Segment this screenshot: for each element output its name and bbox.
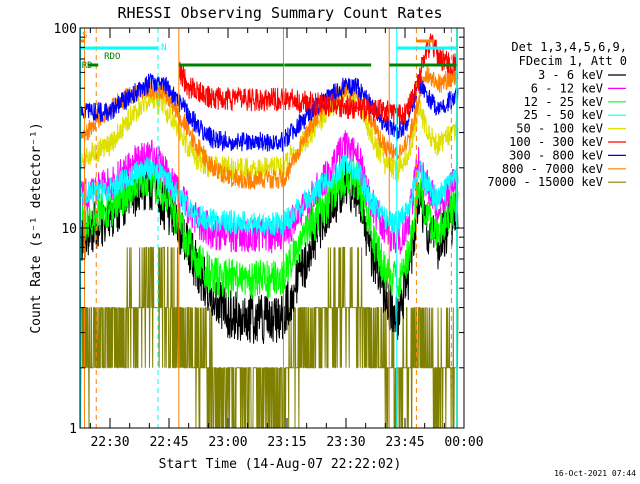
flag-label-rdo: RDO (104, 52, 120, 62)
chart-title: RHESSI Observing Summary Count Rates (117, 4, 442, 22)
x-tick-label-4: 23:30 (326, 435, 365, 450)
legend-label-e7: 300 - 800 keV (509, 148, 603, 162)
flag-label-s: S (82, 31, 87, 41)
x-tick-label-3: 23:15 (267, 435, 306, 450)
legend-header-line-2: FDecim 1, Att 0 (519, 54, 627, 68)
footer-timestamp: 16-Oct-2021 07:44 (554, 469, 636, 478)
legend-label-e2: 6 - 12 keV (531, 81, 603, 95)
x-tick-label-5: 23:45 (385, 435, 424, 450)
x-tick-label-1: 22:45 (149, 435, 188, 450)
flag-label-n: N (161, 43, 166, 53)
series-e7 (80, 73, 459, 152)
series-e5 (80, 81, 459, 183)
x-axis-label: Start Time (14-Aug-07 22:22:02) (159, 457, 402, 472)
legend-label-e4: 25 - 50 keV (524, 108, 603, 122)
legend-label-e1: 3 - 6 keV (538, 68, 603, 82)
y-tick-label-1: 10 (61, 222, 77, 237)
legend-header-line-1: Det 1,3,4,5,6,9, (511, 40, 627, 54)
legend-label-e5: 50 - 100 keV (516, 122, 603, 136)
legend-label-e3: 12 - 25 keV (524, 95, 603, 109)
legend-label-e6: 100 - 300 keV (509, 135, 603, 149)
series-e4 (80, 154, 459, 236)
series-e8 (80, 65, 459, 190)
x-tick-label-0: 22:30 (90, 435, 129, 450)
x-tick-label-6: 00:00 (444, 435, 483, 450)
legend-label-e8: 800 - 7000 keV (502, 162, 603, 176)
legend-label-e9: 7000 - 15000 keV (487, 175, 603, 189)
y-axis-label: Count Rate (s⁻¹ detector⁻¹) (29, 122, 44, 333)
flag-label-rd: RD (82, 61, 93, 71)
series-e3 (80, 158, 459, 300)
series-e6 (178, 33, 458, 125)
y-tick-label-0: 1 (69, 422, 77, 437)
x-tick-label-2: 23:00 (208, 435, 247, 450)
y-tick-label-2: 100 (54, 22, 77, 37)
